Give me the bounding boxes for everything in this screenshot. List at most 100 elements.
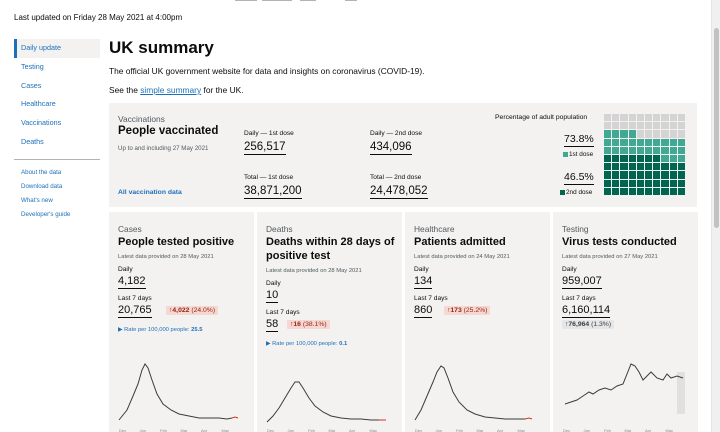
card-provided-date: Latest data provided on 28 May 2021 — [266, 268, 362, 274]
waffle-cell — [677, 187, 686, 196]
waffle-cell — [636, 146, 645, 155]
waffle-cell — [669, 163, 677, 171]
change-percent: (38.1%) — [302, 321, 327, 328]
waffle-cell — [653, 114, 661, 122]
change-percent: (24.0%) — [191, 307, 216, 314]
waffle-cell — [661, 179, 669, 187]
sparkline-month-label: Apr — [497, 428, 504, 432]
waffle-cell — [628, 187, 636, 196]
waffle-cell — [653, 163, 661, 171]
daily-second-dose-label: Daily — 2nd dose — [370, 130, 423, 137]
card-week-label: Last 7 days — [562, 295, 596, 302]
waffle-cell — [645, 130, 653, 138]
waffle-cell — [645, 146, 653, 155]
nav-link-whats-new[interactable]: What's new — [21, 197, 53, 205]
waffle-cell — [653, 122, 661, 130]
vaccinations-up-to: Up to and including 27 May 2021 — [118, 145, 209, 152]
waffle-cell — [653, 171, 661, 179]
waffle-cell — [653, 138, 661, 146]
waffle-cell — [677, 138, 686, 146]
change-percent: (25.2%) — [463, 307, 488, 314]
waffle-cell — [669, 122, 677, 130]
waffle-cell — [612, 155, 620, 163]
waffle-cell — [636, 187, 645, 196]
waffle-cell — [612, 179, 620, 187]
waffle-cell — [628, 114, 636, 122]
waffle-cell — [669, 130, 677, 138]
page-scrollbar[interactable] — [711, 0, 720, 432]
sparkline-month-label: May — [370, 428, 378, 432]
sparkline-month-label: Jan — [140, 428, 146, 432]
total-first-dose: Total — 1st dose 38,871,200 — [244, 174, 302, 199]
card-title: Patients admitted — [414, 236, 506, 248]
simple-summary-link[interactable]: simple summary — [140, 85, 202, 95]
daily-second-dose-value: 434,096 — [370, 141, 412, 155]
waffle-cell — [628, 171, 636, 179]
sparkline-highlight — [677, 372, 685, 414]
waffle-cell — [604, 138, 612, 146]
card-week-value: 6,160,114 — [562, 304, 611, 318]
card-daily-label: Daily — [266, 280, 281, 287]
waffle-cell — [677, 146, 686, 155]
arrow-up-icon: ↑ — [169, 307, 173, 314]
total-first-dose-value: 38,871,200 — [244, 185, 302, 199]
nav-link-download-data[interactable]: Download data — [21, 182, 63, 190]
waffle-cell — [604, 187, 612, 196]
card-change-badge: ↑173 (25.2%) — [444, 306, 491, 315]
card-daily-label: Daily — [562, 266, 577, 273]
total-first-dose-label: Total — 1st dose — [244, 174, 294, 181]
sparkline-month-label: Feb — [308, 428, 316, 432]
card-provided-date: Latest data provided on 27 May 2021 — [562, 254, 658, 260]
waffle-cell — [604, 130, 612, 138]
card-week-label: Last 7 days — [266, 309, 300, 316]
total-second-dose-label: Total — 2nd dose — [370, 174, 422, 181]
waffle-cell — [620, 163, 628, 171]
card-rate[interactable]: ▶ Rate per 100,000 people: 25.5 — [118, 327, 202, 333]
see-prefix: See the — [109, 85, 141, 95]
nav-item-daily-update[interactable]: Daily update — [14, 39, 100, 58]
vaccination-waffle-chart — [604, 114, 686, 196]
last-updated-text: Last updated on Friday 28 May 2021 at 4:… — [14, 13, 183, 22]
sparkline-month-label: May — [518, 428, 526, 432]
waffle-cell — [620, 187, 628, 196]
waffle-cell — [620, 138, 628, 146]
nav-link-about-data[interactable]: About the data — [21, 168, 62, 176]
waffle-cell — [661, 122, 669, 130]
nav-item-testing[interactable]: Testing — [21, 61, 44, 71]
waffle-cell — [612, 171, 620, 179]
nav-item-vaccinations[interactable]: Vaccinations — [21, 118, 62, 128]
percentage-title: Percentage of adult population — [495, 114, 588, 121]
second-dose-percentage: 46.5% — [564, 171, 594, 185]
waffle-cell — [604, 146, 612, 155]
waffle-cell — [636, 179, 645, 187]
card-rate[interactable]: ▶ Rate per 100,000 people: 0.1 — [266, 341, 347, 347]
nav-item-cases[interactable]: Cases — [21, 80, 42, 90]
waffle-cell — [669, 171, 677, 179]
vaccinations-panel: Vaccinations People vaccinated Up to and… — [109, 103, 697, 207]
sparkline-trace — [564, 363, 684, 405]
all-vaccination-data-link[interactable]: All vaccination data — [118, 189, 182, 196]
vaccinations-category: Vaccinations — [118, 114, 165, 124]
nav-item-deaths[interactable]: Deaths — [21, 136, 44, 146]
top-cropped-strip — [0, 0, 720, 4]
waffle-cell — [669, 187, 677, 196]
sparkline-recent-trace — [524, 417, 533, 420]
waffle-cell — [628, 179, 636, 187]
waffle-cell — [661, 114, 669, 122]
waffle-cell — [612, 187, 620, 196]
scrollbar-thumb[interactable] — [714, 28, 719, 228]
testing-card: Testing Virus tests conducted Latest dat… — [553, 212, 698, 432]
card-change-badge: ↑76,964 (1.3%) — [562, 320, 615, 329]
total-second-dose-value: 24,478,052 — [370, 185, 428, 199]
nav-item-healthcare[interactable]: Healthcare — [21, 99, 56, 109]
daily-second-dose: Daily — 2nd dose 434,096 — [370, 130, 422, 155]
waffle-cell — [677, 130, 686, 138]
waffle-cell — [628, 130, 636, 138]
waffle-cell — [661, 138, 669, 146]
waffle-cell — [669, 146, 677, 155]
waffle-cell — [620, 171, 628, 179]
waffle-cell — [645, 114, 653, 122]
sparkline-month-label: Mar — [625, 428, 633, 432]
nav-link-developers-guide[interactable]: Developer's guide — [21, 211, 71, 219]
change-value: 4,022 — [172, 307, 190, 314]
